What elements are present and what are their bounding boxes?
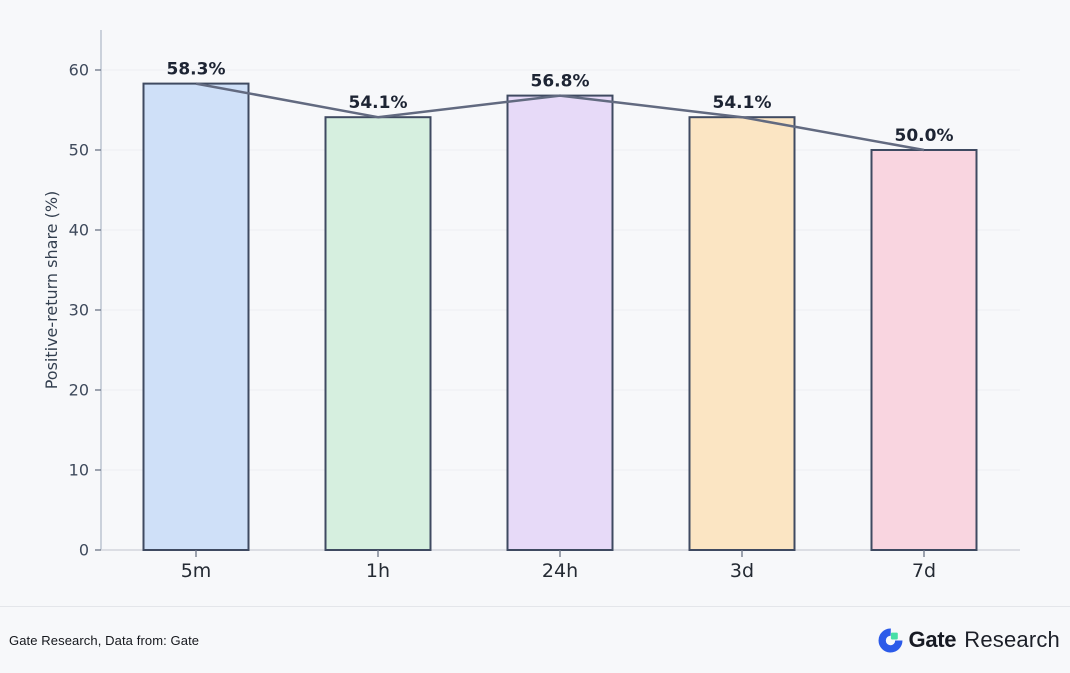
x-tick-label-5m: 5m (181, 560, 212, 582)
bar-value-label: 50.0% (895, 126, 954, 146)
logo-text-research: Research (964, 627, 1060, 652)
y-tick-label: 50 (69, 141, 89, 160)
gate-logo-icon (878, 628, 902, 652)
y-tick-label: 10 (69, 461, 89, 480)
footer: Gate Research, Data from: Gate Gate Resea… (0, 606, 1070, 673)
bar-value-label: 58.3% (167, 60, 226, 80)
bar-value-label: 56.8% (531, 72, 590, 92)
bar-value-label: 54.1% (713, 93, 772, 113)
bar-1h[interactable] (324, 116, 432, 551)
source-attribution: Gate Research, Data from: Gate (9, 632, 200, 648)
bar-7d[interactable] (870, 149, 978, 551)
y-tick-label: 30 (69, 301, 89, 320)
y-tick-label: 20 (69, 381, 89, 400)
bar-chart: 0 10 20 30 40 50 60 5m 1h 24h 3d 7d 58.3% 54.1% 56.8% 5… (42, 30, 1020, 582)
bar-5m[interactable] (142, 82, 250, 551)
logo-text-gate: Gate (908, 627, 957, 652)
y-tick-label: 40 (69, 221, 89, 240)
x-tick-label-7d: 7d (912, 560, 936, 582)
bar-value-label: 54.1% (349, 93, 408, 113)
gate-logo-ring (878, 628, 902, 652)
bar-3d[interactable] (688, 116, 796, 551)
x-tick-label-3d: 3d (730, 560, 754, 582)
y-axis-title: Positive-return share (%) (42, 191, 61, 390)
x-tick-label-1h: 1h (366, 560, 390, 582)
gate-research-logo: Gate Research (878, 627, 1060, 653)
y-tick-label: 0 (79, 541, 89, 560)
x-tick-label-24h: 24h (542, 560, 578, 582)
trend-line (195, 82, 925, 152)
bar-24h[interactable] (506, 94, 614, 551)
gate-logo-square (890, 632, 898, 639)
y-tick-label: 60 (69, 61, 89, 80)
